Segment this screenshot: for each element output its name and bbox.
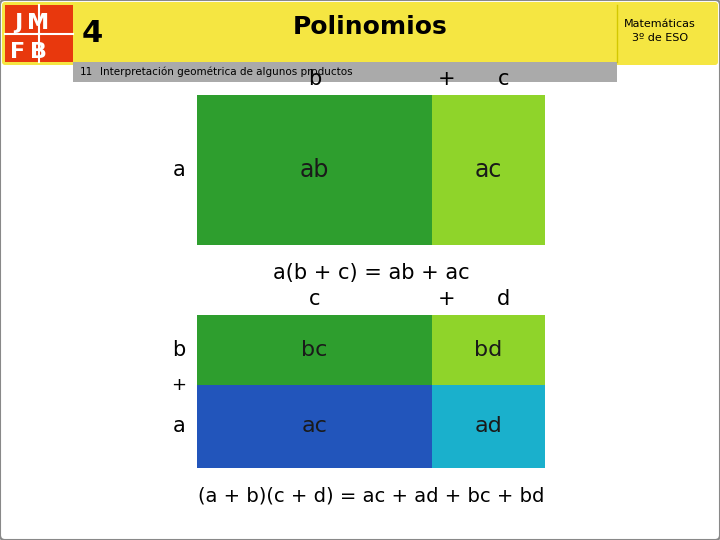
Text: a: a	[173, 416, 185, 436]
Text: c: c	[498, 69, 509, 89]
Text: ac: ac	[302, 416, 328, 436]
Text: 4: 4	[81, 19, 103, 48]
Bar	[197, 315, 432, 385]
Text: +: +	[171, 376, 186, 394]
Bar	[197, 385, 432, 468]
Text: J: J	[14, 13, 22, 33]
Text: bd: bd	[474, 340, 503, 360]
Bar	[197, 95, 432, 245]
Text: 11: 11	[79, 67, 93, 77]
Text: Matemáticas: Matemáticas	[624, 19, 696, 29]
Text: 3º de ESO: 3º de ESO	[632, 33, 688, 43]
FancyBboxPatch shape	[2, 2, 718, 65]
Bar	[73, 62, 617, 82]
Text: Interpretación geométrica de algunos productos: Interpretación geométrica de algunos pro…	[100, 67, 353, 77]
Text: +: +	[438, 69, 456, 89]
Text: F: F	[10, 42, 26, 62]
Bar	[432, 315, 545, 385]
Text: ad: ad	[474, 416, 503, 436]
Text: b: b	[172, 340, 186, 360]
Text: +: +	[438, 289, 456, 309]
Text: a: a	[173, 160, 185, 180]
Text: B: B	[30, 42, 47, 62]
Bar	[5, 5, 73, 62]
Text: ab: ab	[300, 158, 329, 182]
Text: Polinomios: Polinomios	[292, 16, 447, 39]
Text: M: M	[27, 13, 49, 33]
Bar	[432, 95, 545, 245]
Bar	[432, 385, 545, 468]
Text: c: c	[309, 289, 320, 309]
Text: (a + b)(c + d) = ac + ad + bc + bd: (a + b)(c + d) = ac + ad + bc + bd	[198, 486, 544, 505]
Text: ac: ac	[474, 158, 502, 182]
Text: bc: bc	[301, 340, 328, 360]
Text: b: b	[308, 69, 321, 89]
Text: d: d	[497, 289, 510, 309]
Text: a(b + c) = ab + ac: a(b + c) = ab + ac	[273, 263, 469, 283]
